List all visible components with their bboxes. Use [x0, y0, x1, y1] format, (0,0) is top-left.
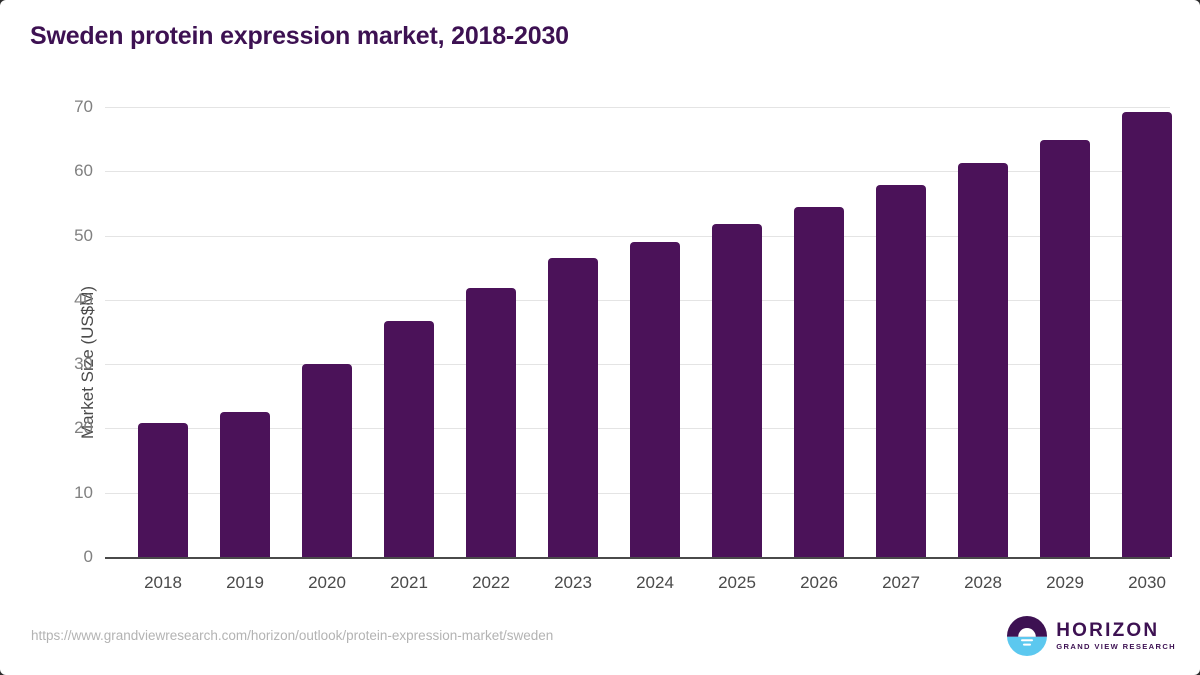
horizon-logo[interactable]: HORIZON GRAND VIEW RESEARCH — [1007, 616, 1176, 656]
y-axis-tick-label: 10 — [74, 482, 93, 502]
x-axis-line — [105, 557, 1170, 559]
bar[interactable] — [302, 363, 352, 557]
bar-group[interactable] — [1106, 107, 1188, 557]
gridline — [105, 235, 1170, 237]
bar-group[interactable] — [942, 107, 1024, 557]
x-axis-tick-label: 2019 — [226, 573, 264, 592]
x-axis-tick-label: 2026 — [800, 573, 838, 592]
bar[interactable] — [712, 224, 762, 557]
bar[interactable] — [466, 287, 516, 557]
bar-group[interactable] — [778, 107, 860, 557]
bar-group[interactable] — [286, 107, 368, 557]
x-axis-tick-label: 2025 — [718, 573, 756, 592]
y-axis-tick-label: 30 — [74, 354, 93, 374]
x-axis-tick-label: 2030 — [1128, 573, 1166, 592]
bar-group[interactable] — [860, 107, 942, 557]
x-axis-tick-label: 2024 — [636, 573, 674, 592]
plot-area: Market Size (US$M) 0 10 20 30 40 50 60 70 2018 2… — [74, 97, 1172, 592]
bar-group[interactable] — [122, 107, 204, 557]
bar[interactable] — [220, 412, 270, 557]
x-axis-tick-label: 2029 — [1046, 573, 1084, 592]
y-axis-tick-label: 50 — [74, 225, 93, 245]
logo-name: HORIZON — [1056, 619, 1160, 641]
x-axis-tick-label: 2022 — [472, 573, 510, 592]
bar-group[interactable] — [368, 107, 450, 557]
gridline — [105, 171, 1170, 173]
bar[interactable] — [548, 258, 598, 557]
x-axis-tick-label: 2027 — [882, 573, 920, 592]
bar-group[interactable] — [204, 107, 286, 557]
bar-group[interactable] — [532, 107, 614, 557]
bar-series — [105, 107, 1172, 557]
bar[interactable] — [384, 321, 434, 557]
bar-group[interactable] — [614, 107, 696, 557]
bar[interactable] — [630, 242, 680, 557]
bar[interactable] — [138, 422, 188, 557]
bar[interactable] — [958, 162, 1008, 557]
bar[interactable] — [1122, 112, 1172, 557]
logo-tagline: GRAND VIEW RESEARCH — [1056, 641, 1176, 651]
page-title: Sweden protein expression market, 2018-2… — [30, 22, 569, 50]
horizon-logo-text: HORIZON GRAND VIEW RESEARCH — [1056, 619, 1176, 651]
bar[interactable] — [794, 206, 844, 557]
horizon-logo-icon — [1007, 616, 1048, 656]
x-axis-tick-label: 2020 — [308, 573, 346, 592]
x-axis-tick-label: 2021 — [390, 573, 428, 592]
bar-group[interactable] — [696, 107, 778, 557]
y-axis-tick-label: 60 — [74, 161, 93, 181]
y-axis-tick-label: 20 — [74, 418, 93, 438]
y-axis-tick-label: 40 — [74, 289, 93, 309]
source-url[interactable]: https://www.grandviewresearch.com/horizo… — [31, 628, 554, 643]
x-axis-tick-label: 2018 — [144, 573, 182, 592]
bar-group[interactable] — [450, 107, 532, 557]
bar-group[interactable] — [1024, 107, 1106, 557]
y-axis-tick-label: 70 — [74, 97, 93, 116]
x-axis-tick-label: 2023 — [554, 573, 592, 592]
gridline — [105, 107, 1170, 108]
x-axis-tick-label: 2028 — [964, 573, 1002, 592]
bar[interactable] — [1040, 139, 1090, 557]
y-axis-tick-label: 0 — [83, 547, 93, 566]
bar[interactable] — [876, 184, 926, 557]
